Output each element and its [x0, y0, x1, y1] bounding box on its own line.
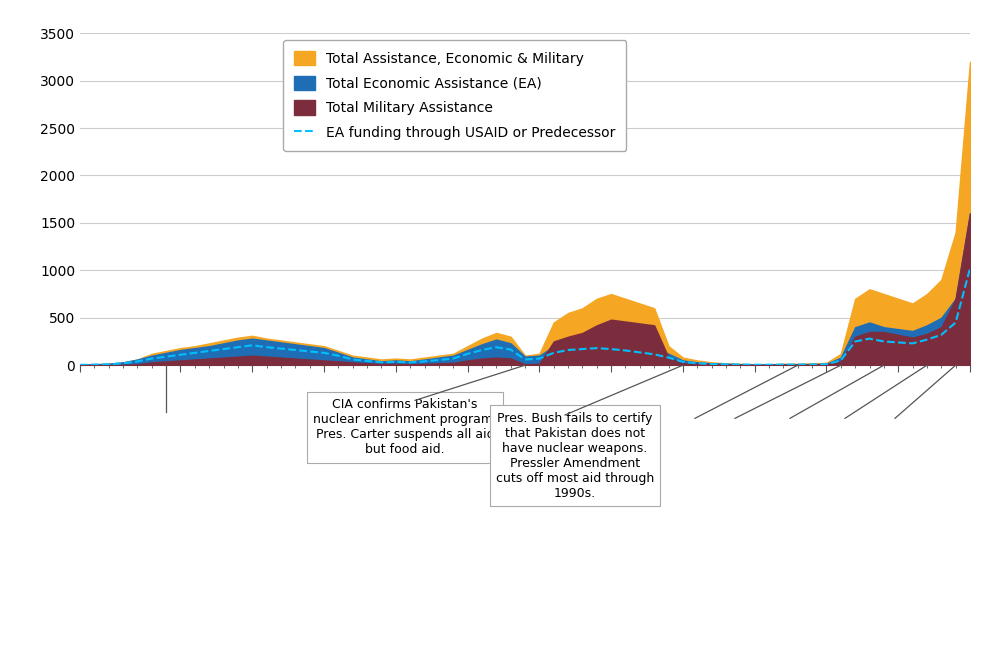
Text: CIA confirms Pakistan's
nuclear enrichment program;
Pres. Carter suspends all ai: CIA confirms Pakistan's nuclear enrichme…	[313, 398, 497, 456]
Text: Pres. Bush fails to certify
that Pakistan does not
have nuclear weapons.
Pressle: Pres. Bush fails to certify that Pakista…	[496, 412, 654, 500]
Legend: Total Assistance, Economic & Military, Total Economic Assistance (EA), Total Mil: Total Assistance, Economic & Military, T…	[283, 40, 626, 151]
